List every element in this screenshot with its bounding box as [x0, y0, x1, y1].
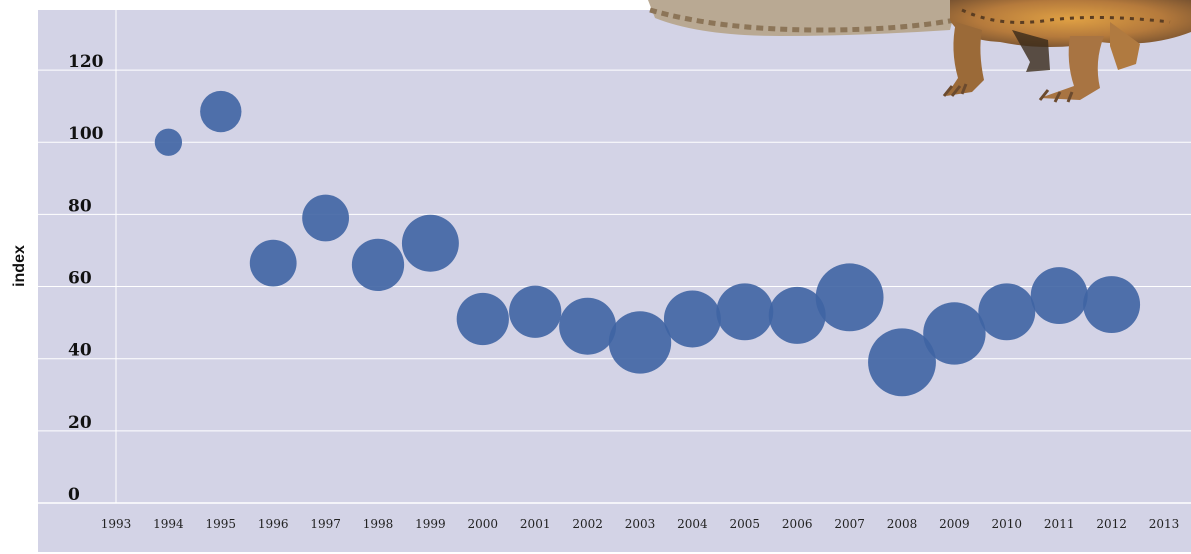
- x-tick-labels: 1993 1994 1995 1996 1997 1998 1999 2000 2001 2002…: [101, 517, 1180, 531]
- bubble-1999: [401, 214, 459, 272]
- gridlines: [38, 69, 1191, 504]
- y-tick-label: 80: [68, 196, 92, 216]
- bubble-1998: [351, 238, 405, 292]
- x-tick-label: 2009: [939, 517, 970, 531]
- x-tick-label: 2003: [625, 517, 656, 531]
- bubble-2007: [815, 263, 884, 332]
- x-tick-label: 2010: [992, 517, 1023, 531]
- x-tick-label: 2002: [572, 517, 603, 531]
- bubble-2009: [923, 302, 986, 365]
- y-tick-label: 0: [68, 485, 80, 505]
- plot-area: [38, 10, 1191, 552]
- bubble-2011: [1030, 267, 1088, 325]
- bubble-2003: [608, 311, 672, 374]
- y-tick-label: 40: [68, 341, 92, 361]
- bubble-2002: [559, 297, 617, 355]
- bubble-1994: [154, 128, 183, 156]
- bubble-2005: [716, 283, 774, 341]
- bubble-2012: [1083, 276, 1141, 334]
- x-tick-label: 2000: [468, 517, 499, 531]
- y-axis-title: index: [11, 245, 28, 287]
- x-tick-label: 2012: [1096, 517, 1127, 531]
- x-tick-label: 2004: [677, 517, 708, 531]
- x-tick-label: 2013: [1149, 517, 1180, 531]
- x-tick-label: 1995: [206, 517, 237, 531]
- x-tick-label: 1998: [363, 517, 394, 531]
- bubble-2000: [456, 292, 509, 346]
- y-tick-label: 100: [68, 124, 104, 144]
- bubble-2010: [978, 283, 1036, 341]
- x-tick-label: 2011: [1044, 517, 1075, 531]
- x-tick-label: 1994: [153, 517, 184, 531]
- bubble-2006: [768, 286, 826, 344]
- x-tick-label: 2007: [834, 517, 865, 531]
- y-tick-labels: 0 20 40 60 80 100 120: [68, 52, 104, 505]
- x-tick-label: 2001: [520, 517, 551, 531]
- x-tick-label: 1999: [415, 517, 446, 531]
- x-tick-label: 1993: [101, 517, 132, 531]
- bubble-1995: [200, 90, 242, 133]
- y-tick-label: 20: [68, 413, 92, 433]
- x-tick-label: 2008: [887, 517, 918, 531]
- x-tick-label: 1997: [310, 517, 341, 531]
- bubble-1996: [249, 239, 297, 287]
- bubble-series: [154, 90, 1141, 397]
- bubble-2001: [509, 285, 562, 338]
- bubble-2004: [663, 290, 721, 348]
- bubble-2008: [868, 328, 936, 397]
- x-tick-label: 2006: [782, 517, 813, 531]
- x-tick-label: 2005: [730, 517, 761, 531]
- y-tick-label: 60: [68, 269, 92, 289]
- y-tick-label: 120: [68, 52, 104, 72]
- x-tick-label: 1996: [258, 517, 289, 531]
- bubble-1997: [302, 194, 349, 242]
- gecko-image: [648, 0, 1191, 103]
